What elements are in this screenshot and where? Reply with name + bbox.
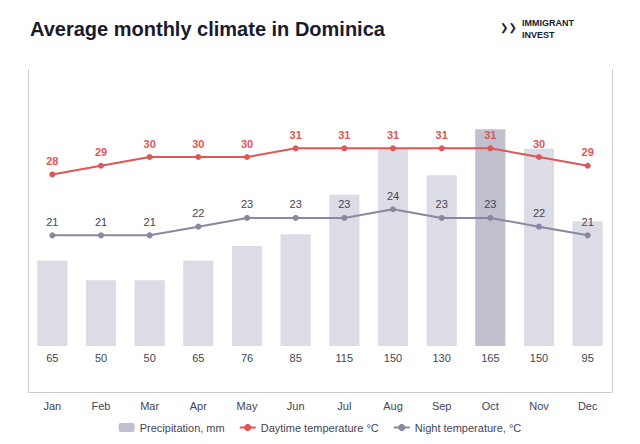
- svg-text:50: 50: [95, 352, 107, 364]
- svg-text:Precipitation, mm: Precipitation, mm: [140, 422, 225, 434]
- svg-text:21: 21: [95, 216, 107, 228]
- svg-text:Jun: Jun: [287, 400, 305, 412]
- svg-text:Oct: Oct: [482, 400, 499, 412]
- svg-text:150: 150: [384, 352, 402, 364]
- svg-text:31: 31: [387, 129, 399, 141]
- svg-text:95: 95: [582, 352, 594, 364]
- svg-text:23: 23: [484, 198, 496, 210]
- svg-text:Daytime temperature °C: Daytime temperature °C: [261, 422, 379, 434]
- svg-text:165: 165: [481, 352, 499, 364]
- svg-text:23: 23: [338, 198, 350, 210]
- svg-text:22: 22: [533, 207, 545, 219]
- svg-text:30: 30: [533, 138, 545, 150]
- svg-text:30: 30: [144, 138, 156, 150]
- svg-text:76: 76: [241, 352, 253, 364]
- svg-text:❯❯: ❯❯: [500, 22, 517, 34]
- svg-text:21: 21: [582, 216, 594, 228]
- svg-text:23: 23: [241, 198, 253, 210]
- svg-text:Feb: Feb: [92, 400, 111, 412]
- svg-text:50: 50: [144, 352, 156, 364]
- svg-text:23: 23: [290, 198, 302, 210]
- svg-text:INVEST: INVEST: [522, 30, 555, 40]
- svg-text:31: 31: [484, 129, 496, 141]
- svg-text:30: 30: [192, 138, 204, 150]
- svg-text:Dec: Dec: [578, 400, 598, 412]
- svg-text:Mar: Mar: [140, 400, 159, 412]
- svg-text:29: 29: [582, 146, 594, 158]
- svg-text:23: 23: [436, 198, 448, 210]
- svg-text:Average monthly climate in Dom: Average monthly climate in Dominica: [30, 18, 386, 40]
- svg-text:24: 24: [387, 190, 399, 202]
- svg-text:Jan: Jan: [43, 400, 61, 412]
- svg-text:31: 31: [338, 129, 350, 141]
- svg-text:31: 31: [436, 129, 448, 141]
- svg-text:85: 85: [290, 352, 302, 364]
- svg-text:Nov: Nov: [529, 400, 549, 412]
- svg-text:IMMIGRANT: IMMIGRANT: [522, 18, 574, 28]
- svg-text:31: 31: [290, 129, 302, 141]
- svg-text:65: 65: [46, 352, 58, 364]
- svg-text:21: 21: [46, 216, 58, 228]
- svg-text:150: 150: [530, 352, 548, 364]
- svg-text:65: 65: [192, 352, 204, 364]
- svg-text:29: 29: [95, 146, 107, 158]
- svg-text:21: 21: [144, 216, 156, 228]
- svg-text:22: 22: [192, 207, 204, 219]
- svg-text:Apr: Apr: [190, 400, 207, 412]
- svg-text:Aug: Aug: [383, 400, 403, 412]
- svg-text:130: 130: [432, 352, 450, 364]
- svg-text:115: 115: [336, 352, 354, 364]
- svg-text:30: 30: [241, 138, 253, 150]
- svg-text:Sep: Sep: [432, 400, 452, 412]
- svg-text:May: May: [237, 400, 258, 412]
- svg-text:Night temperature, °C: Night temperature, °C: [415, 422, 522, 434]
- svg-text:Jul: Jul: [337, 400, 351, 412]
- svg-text:28: 28: [46, 155, 58, 167]
